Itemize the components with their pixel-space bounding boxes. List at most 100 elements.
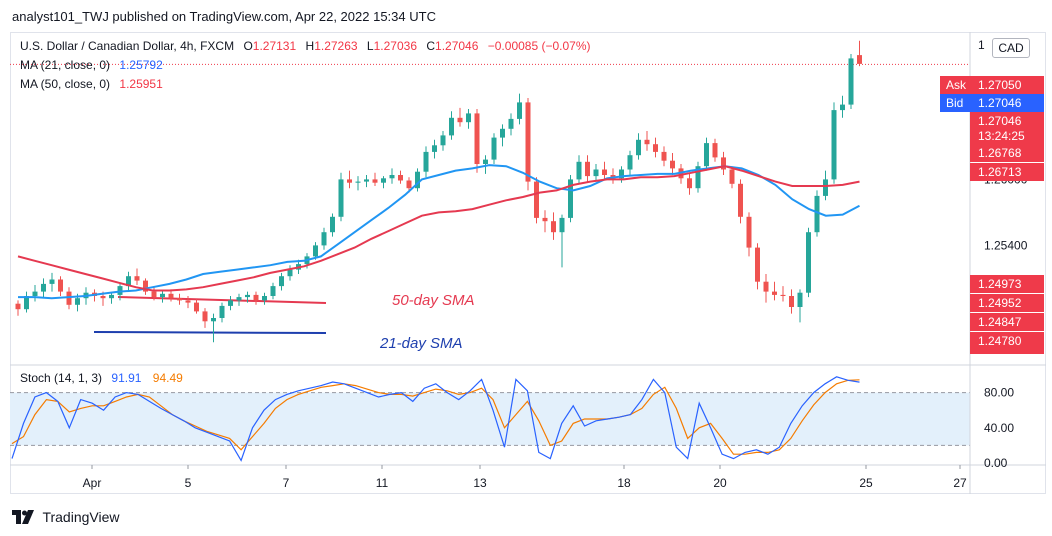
candle-body xyxy=(338,179,344,217)
sma21-annotation: 21-day SMA xyxy=(379,335,463,352)
candle xyxy=(321,227,327,250)
candle xyxy=(287,265,293,281)
open-label: O xyxy=(243,39,253,53)
candle-body xyxy=(797,292,803,307)
candle-body xyxy=(542,217,548,222)
price-axis-top-partial: 1 xyxy=(978,38,985,52)
candle-body xyxy=(525,102,531,182)
candle-body xyxy=(729,169,735,184)
bid-value: 1.27046 xyxy=(978,96,1022,110)
candle-body xyxy=(500,128,505,138)
candle xyxy=(262,292,267,305)
candle xyxy=(500,124,505,147)
candle-body xyxy=(202,311,208,322)
stoch-k-value: 91.91 xyxy=(111,371,142,385)
candle xyxy=(568,175,573,223)
candle xyxy=(593,164,599,182)
candle xyxy=(423,146,429,178)
candle xyxy=(364,175,369,188)
level-tag: 1.24780 xyxy=(978,334,1022,348)
candle-body xyxy=(15,303,21,310)
candle xyxy=(219,302,225,323)
candle-body xyxy=(585,161,590,177)
candle-body xyxy=(789,296,794,307)
change-value: −0.00085 (−0.07%) xyxy=(487,39,591,53)
candle xyxy=(347,170,352,189)
candle-body xyxy=(117,286,123,295)
candle xyxy=(432,139,437,159)
candle xyxy=(126,271,131,291)
candle xyxy=(491,133,497,164)
candle xyxy=(576,155,582,184)
ma21-line xyxy=(18,164,860,300)
candle-body xyxy=(245,294,250,298)
candle-body xyxy=(738,183,743,217)
candle-body xyxy=(857,55,862,64)
candle-body xyxy=(534,181,539,218)
last-price-value: 1.27046 xyxy=(978,114,1022,128)
candle-body xyxy=(279,276,284,287)
footer-brand: TradingView xyxy=(42,508,120,525)
time-tick: 18 xyxy=(617,476,631,490)
candle xyxy=(24,291,29,313)
candle-body xyxy=(457,117,463,123)
stoch-legend[interactable]: Stoch (14, 1, 3) 91.91 94.49 xyxy=(20,371,183,385)
candle xyxy=(270,282,276,300)
time-tick: 20 xyxy=(713,476,727,490)
candle xyxy=(763,274,769,303)
candle xyxy=(381,176,386,189)
level-tag-box xyxy=(970,332,1044,350)
time-tick: 5 xyxy=(185,476,192,490)
candle-body xyxy=(449,117,454,136)
candle xyxy=(143,278,148,295)
stoch-label: Stoch (14, 1, 3) xyxy=(20,371,103,385)
level-tag: 1.24952 xyxy=(978,296,1022,310)
candle-body xyxy=(780,294,786,296)
candle-body xyxy=(517,102,522,119)
candle xyxy=(440,131,446,151)
candle-body xyxy=(160,293,165,298)
candle-body xyxy=(75,298,80,305)
ask-value: 1.27050 xyxy=(978,78,1022,92)
ma21-legend[interactable]: MA (21, close, 0) 1.25792 xyxy=(20,58,163,72)
candle-body xyxy=(695,166,701,189)
stoch-d-line xyxy=(11,379,860,455)
symbol-legend: U.S. Dollar / Canadian Dollar, 4h, FXCM … xyxy=(20,39,591,53)
candle xyxy=(712,138,718,162)
currency-button[interactable]: CAD xyxy=(992,38,1030,58)
candle xyxy=(49,272,55,292)
candle xyxy=(58,276,63,296)
candle xyxy=(857,40,862,67)
candle-body xyxy=(253,294,259,301)
publish-header-text: analyst101_TWJ published on TradingView.… xyxy=(12,9,436,24)
candle-body xyxy=(372,179,378,183)
ma50-line xyxy=(17,165,860,292)
candle-body xyxy=(840,104,845,111)
candle-body xyxy=(211,318,216,322)
time-tick: 11 xyxy=(376,476,389,490)
candle xyxy=(559,214,565,268)
ma50-legend[interactable]: MA (50, close, 0) 1.25951 xyxy=(20,77,163,91)
ask-value-box xyxy=(970,76,1044,94)
candle xyxy=(695,161,701,193)
time-tick: 27 xyxy=(953,476,967,490)
candle xyxy=(330,213,335,237)
candle-body xyxy=(398,175,403,181)
level-tag: 1.26768 xyxy=(978,146,1022,160)
candle xyxy=(704,137,709,171)
candle-body xyxy=(185,300,191,303)
bid-label: Bid xyxy=(946,96,963,110)
tradingview-logo-icon xyxy=(12,509,34,524)
candle xyxy=(772,281,777,301)
candle-body xyxy=(602,169,607,175)
candle-body xyxy=(219,305,225,318)
candle-body xyxy=(508,118,514,129)
footer: TradingView xyxy=(12,508,120,530)
level-tag-box xyxy=(970,163,1044,181)
sma50-annotation-line xyxy=(117,296,327,304)
candle xyxy=(840,95,845,118)
candle-body xyxy=(619,169,624,179)
candle xyxy=(797,289,803,323)
candle xyxy=(789,289,794,314)
